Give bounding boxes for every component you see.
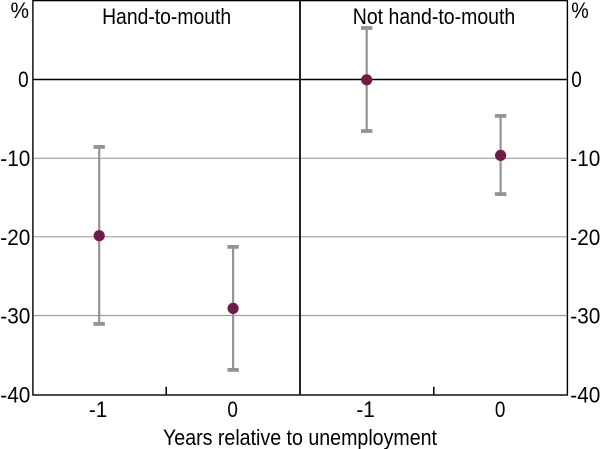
svg-text:-30: -30 [570, 304, 600, 329]
svg-text:-1: -1 [356, 397, 375, 422]
svg-text:-10: -10 [0, 146, 30, 171]
svg-text:0: 0 [571, 67, 582, 92]
svg-text:-1: -1 [89, 397, 108, 422]
svg-text:0: 0 [18, 67, 29, 92]
svg-text:Not hand-to-mouth: Not hand-to-mouth [353, 4, 516, 29]
svg-text:-30: -30 [0, 304, 30, 329]
svg-text:0: 0 [495, 397, 506, 422]
svg-text:-20: -20 [570, 225, 600, 250]
svg-text:-10: -10 [570, 146, 600, 171]
svg-text:0: 0 [227, 397, 238, 422]
svg-text:%: % [571, 0, 589, 23]
svg-text:-40: -40 [570, 382, 600, 407]
svg-text:-40: -40 [0, 382, 30, 407]
svg-text:%: % [11, 0, 30, 23]
svg-text:Hand-to-mouth: Hand-to-mouth [102, 4, 231, 29]
svg-text:-20: -20 [0, 225, 30, 250]
svg-text:Years relative to unemployment: Years relative to unemployment [163, 425, 437, 449]
